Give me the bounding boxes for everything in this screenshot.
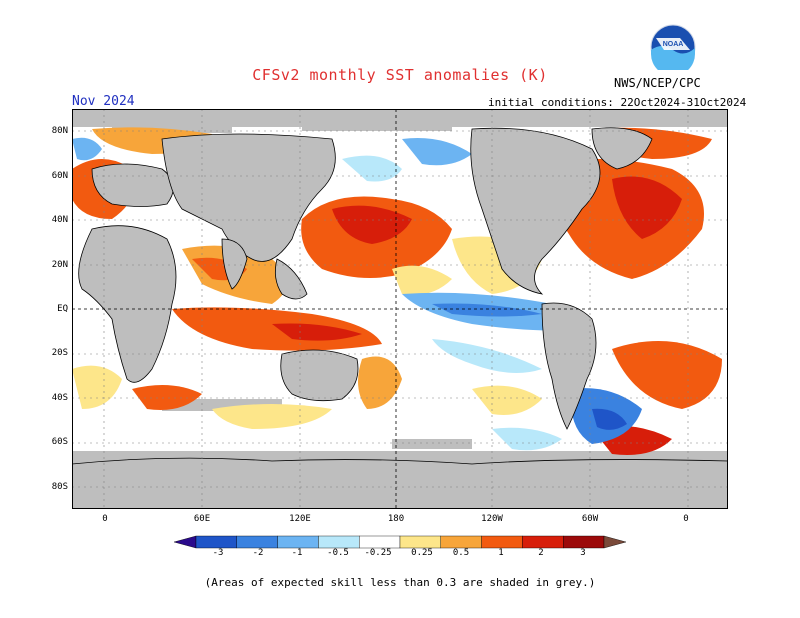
- colorbar-cell: [174, 535, 197, 549]
- asia: [161, 133, 336, 262]
- australia: [280, 349, 359, 402]
- colorbar-cell: [318, 535, 360, 549]
- antarctica: [72, 457, 728, 509]
- logo-text: NOAA: [663, 41, 684, 48]
- colorbar-cell: [399, 535, 441, 549]
- skill-note: (Areas of expected skill less than 0.3 a…: [204, 576, 596, 589]
- colorbar-label: -1: [291, 548, 303, 558]
- x-axis-label: 180: [387, 514, 405, 524]
- map-frame: [72, 109, 728, 509]
- initial-conditions: initial conditions: 22Oct2024-31Oct2024: [488, 96, 747, 109]
- x-axis-label: 120W: [481, 514, 503, 524]
- y-axis-label: 60S: [51, 437, 68, 447]
- y-axis-label: 40S: [51, 393, 68, 403]
- x-axis-label: 0: [683, 514, 689, 524]
- sst-anomaly-map: [72, 109, 728, 509]
- colorbar-label: -0.25: [364, 548, 392, 558]
- agency-label: NWS/NCEP/CPC: [614, 76, 701, 90]
- y-axis-label: 60N: [51, 171, 68, 181]
- colorbar-cell: [440, 535, 482, 549]
- y-axis-label: 80N: [51, 126, 68, 136]
- north-america: [470, 127, 601, 295]
- forecast-month: Nov 2024: [72, 94, 135, 109]
- colorbar-cell: [522, 535, 564, 549]
- y-axis-label: 20N: [51, 260, 68, 270]
- y-axis-label: EQ: [57, 304, 68, 314]
- colorbar-cell: [195, 535, 237, 549]
- anomaly-colorbar: [174, 535, 626, 549]
- colorbar-cell: [481, 535, 523, 549]
- y-axis-label: 80S: [51, 482, 68, 492]
- south-america: [541, 302, 597, 430]
- x-axis-label: 120E: [289, 514, 311, 524]
- greenland: [591, 127, 653, 170]
- colorbar-label: 1: [498, 548, 504, 558]
- southeast-asia: [274, 258, 308, 300]
- x-axis-label: 60W: [581, 514, 599, 524]
- noaa-logo: NOAA: [650, 24, 696, 70]
- colorbar-label: -2: [252, 548, 264, 558]
- land-masses: [72, 127, 728, 509]
- x-axis-label: 0: [102, 514, 108, 524]
- y-axis-label: 40N: [51, 215, 68, 225]
- colorbar-label: -0.5: [327, 548, 349, 558]
- colorbar-cell: [277, 535, 319, 549]
- colorbar-cell: [603, 535, 626, 549]
- y-axis-label: 20S: [51, 348, 68, 358]
- colorbar-cell: [563, 535, 605, 549]
- colorbar-label: 2: [538, 548, 544, 558]
- europe: [91, 163, 174, 207]
- colorbar-label: 0.5: [452, 548, 470, 558]
- colorbar-label: -3: [212, 548, 224, 558]
- india: [221, 238, 248, 290]
- x-axis-label: 60E: [193, 514, 211, 524]
- colorbar-label: 0.25: [411, 548, 433, 558]
- colorbar-cell: [358, 535, 401, 549]
- colorbar-cell: [236, 535, 278, 549]
- map-title: CFSv2 monthly SST anomalies (K): [252, 66, 548, 84]
- colorbar-label: 3: [580, 548, 586, 558]
